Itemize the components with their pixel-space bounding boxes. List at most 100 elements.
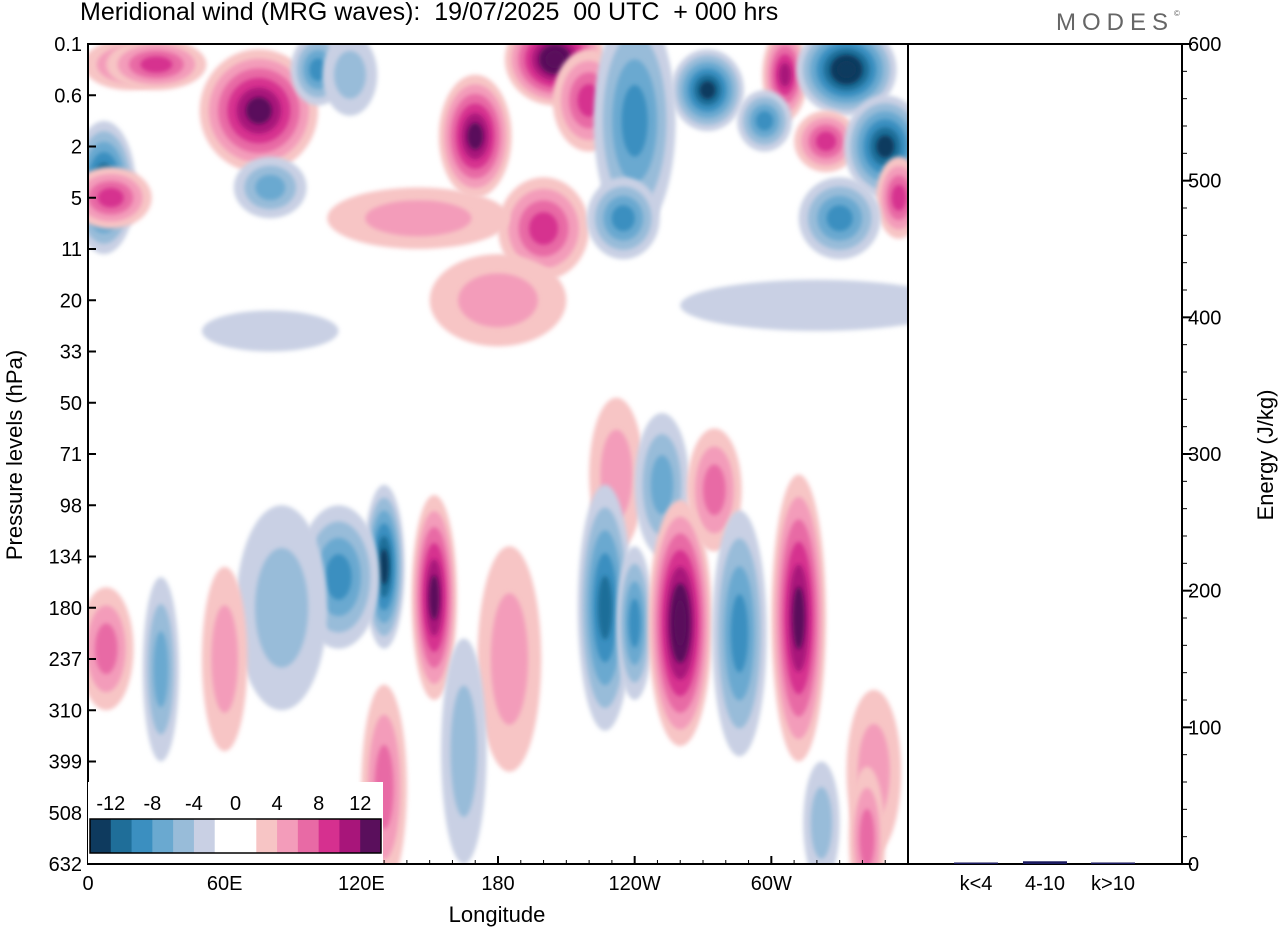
colorbar-label: -12 (96, 793, 125, 815)
energy-tick-label: 500 (1188, 171, 1221, 193)
wind-contour (792, 586, 805, 650)
wind-contour (429, 575, 440, 620)
wind-feature (327, 187, 510, 249)
wind-contour (140, 56, 173, 73)
wind-contour (97, 187, 124, 208)
y-tick-label: 399 (49, 752, 82, 774)
wind-contour (153, 631, 169, 708)
colorbar-swatch (360, 819, 382, 853)
y-tick-label: 0.1 (54, 34, 82, 56)
wind-feature (411, 495, 457, 700)
x-tick-label: 60E (207, 873, 243, 895)
y-tick-label: 508 (49, 803, 82, 825)
wind-contour (545, 50, 565, 69)
wind-feature (593, 44, 676, 234)
wind-contour (859, 808, 875, 864)
y-tick-label: 71 (60, 444, 82, 466)
y-tick-label: 98 (60, 495, 82, 517)
wind-contour (529, 212, 559, 245)
wind-feature (441, 638, 487, 864)
energy-bar (954, 862, 998, 864)
wind-feature (737, 90, 792, 152)
colorbar-swatch (90, 819, 112, 853)
x-tick-label: 120E (338, 873, 385, 895)
wind-contour (334, 50, 366, 99)
energy-tick-label: 100 (1188, 717, 1221, 739)
heatmap-features (88, 44, 908, 864)
wind-contour (325, 554, 352, 600)
wind-feature (794, 110, 858, 173)
x-axis-label: Longitude (449, 902, 546, 927)
wind-feature (498, 177, 590, 280)
wind-contour (309, 58, 327, 82)
wind-contour (621, 85, 648, 157)
wind-contour (201, 310, 339, 352)
wind-contour (628, 598, 641, 648)
colorbar-swatch (214, 819, 236, 853)
colorbar-label: -8 (143, 793, 161, 815)
colorbar-swatch (256, 819, 278, 853)
wind-contour (815, 131, 837, 152)
energy-tick-label: 300 (1188, 444, 1221, 466)
wind-contour (365, 200, 472, 237)
wind-contour (779, 62, 791, 87)
y-tick-label: 237 (49, 649, 82, 671)
energy-tick-label: 200 (1188, 581, 1221, 603)
wind-contour (94, 623, 118, 675)
wind-feature (798, 177, 881, 260)
wind-contour (810, 787, 833, 859)
wind-feature (648, 500, 713, 747)
wind-contour (674, 599, 687, 647)
wind-feature (803, 761, 840, 864)
wind-feature (687, 428, 742, 552)
wind-contour (245, 97, 272, 125)
colorbar-swatch (277, 819, 299, 853)
colorbar-swatch (110, 819, 133, 853)
wind-feature (438, 74, 512, 198)
y-tick-label: 20 (60, 290, 82, 312)
x-tick-label: 180 (481, 873, 514, 895)
wind-contour (597, 575, 613, 640)
wind-feature (616, 546, 653, 700)
y-tick-label: 632 (49, 854, 82, 876)
energy-category-label: k<4 (960, 873, 993, 895)
wind-contour (211, 605, 238, 713)
energy-tick-label: 400 (1188, 307, 1221, 329)
wind-contour (611, 205, 635, 232)
wind-contour (755, 111, 774, 131)
y-tick-label: 50 (60, 393, 82, 415)
wind-feature (199, 49, 319, 173)
colorbar-label: -4 (185, 793, 203, 815)
y-tick-label: 11 (61, 239, 82, 261)
wind-contour (490, 593, 528, 725)
colorbar: -12 -8 -4 0 4 8 12 (88, 782, 383, 863)
colorbar-swatch (235, 819, 257, 853)
y-axis: 0.1 0.6 2 5 11 20 33 50 71 98 134 180 237 310 399 508 63… (49, 34, 96, 876)
y-tick-label: 0.6 (54, 85, 82, 107)
wind-contour (467, 122, 484, 150)
wind-contour (837, 60, 856, 79)
wind-feature (477, 546, 542, 772)
wind-feature (586, 177, 660, 260)
wind-feature (771, 474, 827, 762)
x-tick-label: 60W (751, 873, 792, 895)
wind-feature (429, 254, 567, 347)
y-tick-label: 2 (71, 137, 82, 159)
wind-feature (671, 49, 744, 132)
x-axis: 0 60E 120E 180 120W 60W (82, 856, 886, 895)
wind-contour (458, 273, 538, 328)
y-axis-label: Pressure levels (hPa) (2, 350, 27, 560)
wind-contour (379, 548, 389, 585)
colorbar-swatch (131, 819, 153, 853)
wind-feature (322, 44, 378, 116)
energy-tick-label: 0 (1188, 854, 1199, 876)
logo-mark: © (1174, 9, 1180, 18)
wind-feature (680, 279, 908, 331)
wind-contour (699, 81, 716, 100)
wind-contour (703, 464, 726, 516)
energy-bar (1023, 861, 1067, 864)
y-tick-label: 180 (49, 598, 82, 620)
wind-feature (142, 577, 180, 762)
energy-category-label: 4-10 (1025, 873, 1065, 895)
